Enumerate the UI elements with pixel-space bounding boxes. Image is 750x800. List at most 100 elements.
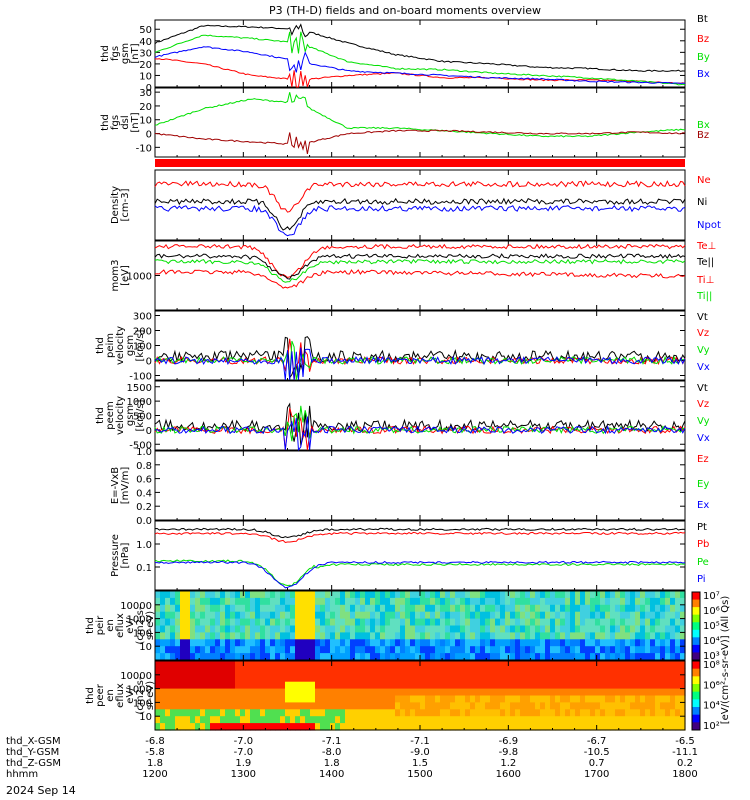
spectrogram-cell: [410, 688, 416, 697]
spectrogram-cell: [305, 604, 311, 613]
spectrogram-cell: [475, 604, 481, 613]
spectrogram-cell: [395, 674, 401, 683]
spectrogram-cell: [215, 709, 221, 717]
spectrogram-cell: [355, 632, 361, 640]
spectrogram-cell: [635, 639, 641, 647]
y-axis-label: [mV/m]: [120, 467, 131, 505]
spectrogram-cell: [180, 646, 186, 654]
spectrogram-cell: [435, 611, 441, 620]
spectrogram-cell: [520, 674, 526, 683]
spectrogram-cell: [555, 702, 561, 710]
spectrogram-cell: [445, 591, 451, 599]
spectrogram-cell: [585, 674, 591, 683]
spectrogram-cell: [360, 681, 366, 690]
spectrogram-cell: [460, 632, 466, 640]
spectrogram-cell: [615, 625, 621, 633]
spectrogram-cell: [580, 716, 586, 724]
spectrogram-cell: [470, 716, 476, 724]
spectrogram-cell: [385, 661, 391, 669]
spectrogram-cell: [260, 604, 266, 613]
spectrogram-cell: [505, 646, 511, 654]
spectrogram-cell: [605, 604, 611, 613]
spectrogram-cell: [345, 709, 351, 717]
spectrogram-cell: [435, 695, 441, 703]
spectrogram-cell: [225, 709, 231, 717]
spectrogram-cell: [165, 716, 171, 724]
spectrogram-cell: [510, 604, 516, 613]
spectrogram-cell: [260, 653, 266, 661]
spectrogram-cell: [675, 695, 681, 703]
spectrogram-cell: [600, 681, 606, 690]
spectrogram-cell: [220, 674, 226, 683]
spectrogram-cell: [400, 661, 406, 669]
spectrogram-cell: [350, 618, 356, 627]
spectrogram-cell: [285, 709, 291, 717]
spectrogram-cell: [575, 661, 581, 669]
spectrogram-cell: [495, 688, 501, 697]
spectrogram-cell: [665, 709, 671, 717]
spectrogram-cell: [500, 597, 506, 606]
spectrogram-cell: [500, 625, 506, 633]
spectrogram-cell: [630, 611, 636, 620]
spectrogram-cell: [170, 716, 176, 724]
spectrogram-cell: [450, 625, 456, 633]
spectrogram-cell: [680, 695, 686, 703]
spectrogram-cell: [570, 632, 576, 640]
spectrogram-cell: [270, 695, 276, 703]
spectrogram-cell: [530, 597, 536, 606]
spectrogram-cell: [360, 597, 366, 606]
spectrogram-cell: [600, 653, 606, 661]
spectrogram-cell: [410, 716, 416, 724]
spectrogram-cell: [645, 611, 651, 620]
spectrogram-cell: [555, 632, 561, 640]
spectrogram-cell: [655, 653, 661, 661]
spectrogram-cell: [450, 716, 456, 724]
spectrogram-cell: [320, 709, 326, 717]
spectrogram-cell: [460, 611, 466, 620]
spectrogram-cell: [435, 674, 441, 683]
spectrogram-cell: [405, 646, 411, 654]
spectrogram-cell: [635, 716, 641, 724]
spectrogram-cell: [390, 674, 396, 683]
spectrogram-cell: [235, 674, 241, 683]
spectrogram-cell: [400, 646, 406, 654]
spectrogram-cell: [545, 723, 551, 731]
orbit-value: -7.0: [234, 736, 254, 747]
spectrogram-cell: [335, 723, 341, 731]
spectrogram-cell: [355, 702, 361, 710]
spectrogram-cell: [535, 716, 541, 724]
spectrogram-cell: [180, 591, 186, 599]
spectrogram-cell: [405, 681, 411, 690]
spectrogram-cell: [555, 625, 561, 633]
spectrogram-cell: [625, 625, 631, 633]
spectrogram-cell: [500, 674, 506, 683]
spectrogram-cell: [445, 625, 451, 633]
spectrogram-cell: [230, 591, 236, 599]
orbit-row-label: thd_Z-GSM: [6, 758, 61, 769]
spectrogram-cell: [500, 667, 506, 676]
spectrogram-cell: [670, 618, 676, 627]
spectrogram-cell: [485, 639, 491, 647]
spectrogram-cell: [615, 646, 621, 654]
spectrogram-cell: [490, 639, 496, 647]
spectrogram-cell: [530, 611, 536, 620]
spectrogram-cell: [295, 688, 301, 697]
spectrogram-cell: [675, 597, 681, 606]
spectrogram-cell: [185, 723, 191, 731]
colorbar-cell: [692, 607, 700, 616]
spectrogram-cell: [630, 723, 636, 731]
spectrogram-cell: [275, 688, 281, 697]
colorbar-frame: [691, 591, 701, 661]
orbit-value: 1.8: [147, 758, 163, 769]
spectrogram-cell: [170, 604, 176, 613]
spectrogram-cell: [585, 591, 591, 599]
spectrogram-cell: [480, 709, 486, 717]
spectrogram-cell: [155, 667, 161, 676]
spectrogram-cell: [370, 661, 376, 669]
spectrogram-cell: [620, 632, 626, 640]
spectrogram-cell: [260, 716, 266, 724]
y-axis-label: thd: [100, 45, 111, 62]
spectrogram-cell: [400, 625, 406, 633]
spectrogram-cell: [290, 604, 296, 613]
spectrogram-cell: [600, 688, 606, 697]
